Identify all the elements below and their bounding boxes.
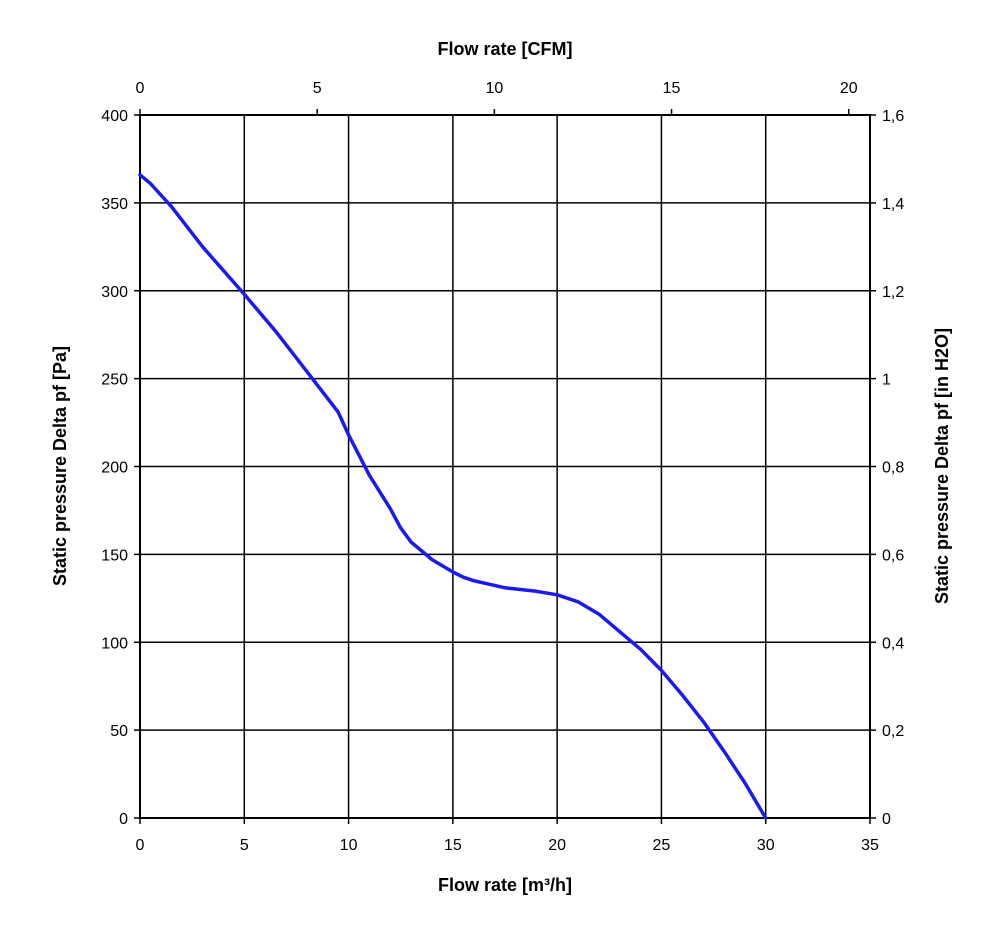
- y2-tick-label: 1,4: [882, 196, 904, 213]
- x2-tick-label: 20: [840, 80, 858, 97]
- x2-tick-label: 10: [485, 80, 503, 97]
- y-tick-label: 300: [101, 284, 128, 301]
- y-tick-label: 350: [101, 196, 128, 213]
- gridlines: [140, 115, 870, 818]
- x-tick-label: 30: [757, 837, 775, 854]
- y2-tick-label: 0,6: [882, 547, 904, 564]
- y-tick-label: 200: [101, 460, 128, 477]
- x-axis-title: Flow rate [m³/h]: [438, 875, 572, 895]
- y2-tick-label: 0,4: [882, 635, 904, 652]
- x-tick-label: 20: [548, 837, 566, 854]
- x-tick-label: 0: [136, 837, 145, 854]
- y-tick-label: 50: [110, 723, 128, 740]
- x-tick-label: 25: [653, 837, 671, 854]
- y-tick-label: 250: [101, 372, 128, 389]
- x2-tick-label: 15: [663, 80, 681, 97]
- y-tick-label: 150: [101, 547, 128, 564]
- y2-axis-title: Static pressure Delta pf [in H2O]: [932, 328, 952, 604]
- y2-tick-label: 1,2: [882, 284, 904, 301]
- y2-tick-label: 1: [882, 372, 891, 389]
- x-tick-label: 5: [240, 837, 249, 854]
- x-tick-label: 35: [861, 837, 879, 854]
- y2-tick-label: 0,8: [882, 460, 904, 477]
- y-tick-label: 0: [119, 811, 128, 828]
- plot-frame: [139, 114, 871, 819]
- x2-tick-label: 5: [313, 80, 322, 97]
- x2-axis-title: Flow rate [CFM]: [438, 39, 573, 59]
- y2-tick-label: 0,2: [882, 723, 904, 740]
- y-axis-title: Static pressure Delta pf [Pa]: [50, 346, 70, 586]
- y-tick-label: 100: [101, 635, 128, 652]
- y2-tick-label: 0: [882, 811, 891, 828]
- x2-tick-label: 0: [136, 80, 145, 97]
- series-layer: [138, 173, 768, 820]
- x-tick-label: 10: [340, 837, 358, 854]
- y2-tick-label: 1,6: [882, 108, 904, 125]
- x-tick-label: 15: [444, 837, 462, 854]
- series-line: [138, 173, 768, 820]
- y-tick-label: 400: [101, 108, 128, 125]
